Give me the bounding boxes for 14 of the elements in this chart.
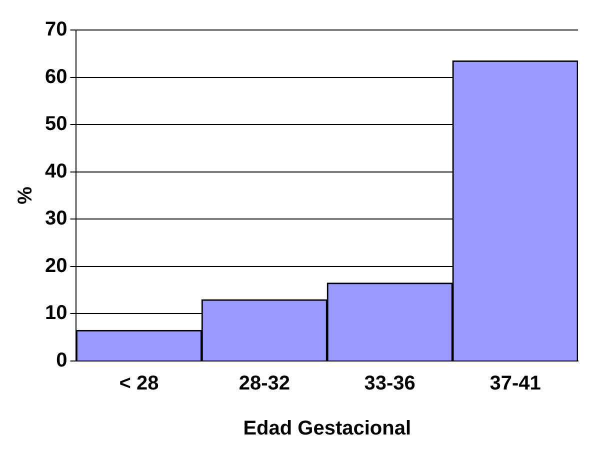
x-tick-label: 33-36 (364, 372, 416, 395)
y-tick-label: 0 (56, 350, 68, 372)
y-tick-label: 60 (44, 66, 68, 88)
x-tick-label: 28-32 (238, 372, 290, 395)
y-tick-label: 20 (44, 254, 68, 277)
y-axis-title: % (14, 186, 37, 204)
y-tick-label: 40 (44, 160, 68, 182)
x-tick-label: 37-41 (490, 372, 541, 395)
x-axis-title: Edad Gestacional (243, 418, 412, 440)
y-tick-label: 30 (44, 208, 68, 230)
y-tick-label: 10 (44, 302, 68, 324)
y-tick-label: 50 (44, 113, 68, 136)
x-tick-label: < 28 (119, 372, 159, 395)
y-tick-label: 70 (44, 18, 68, 41)
